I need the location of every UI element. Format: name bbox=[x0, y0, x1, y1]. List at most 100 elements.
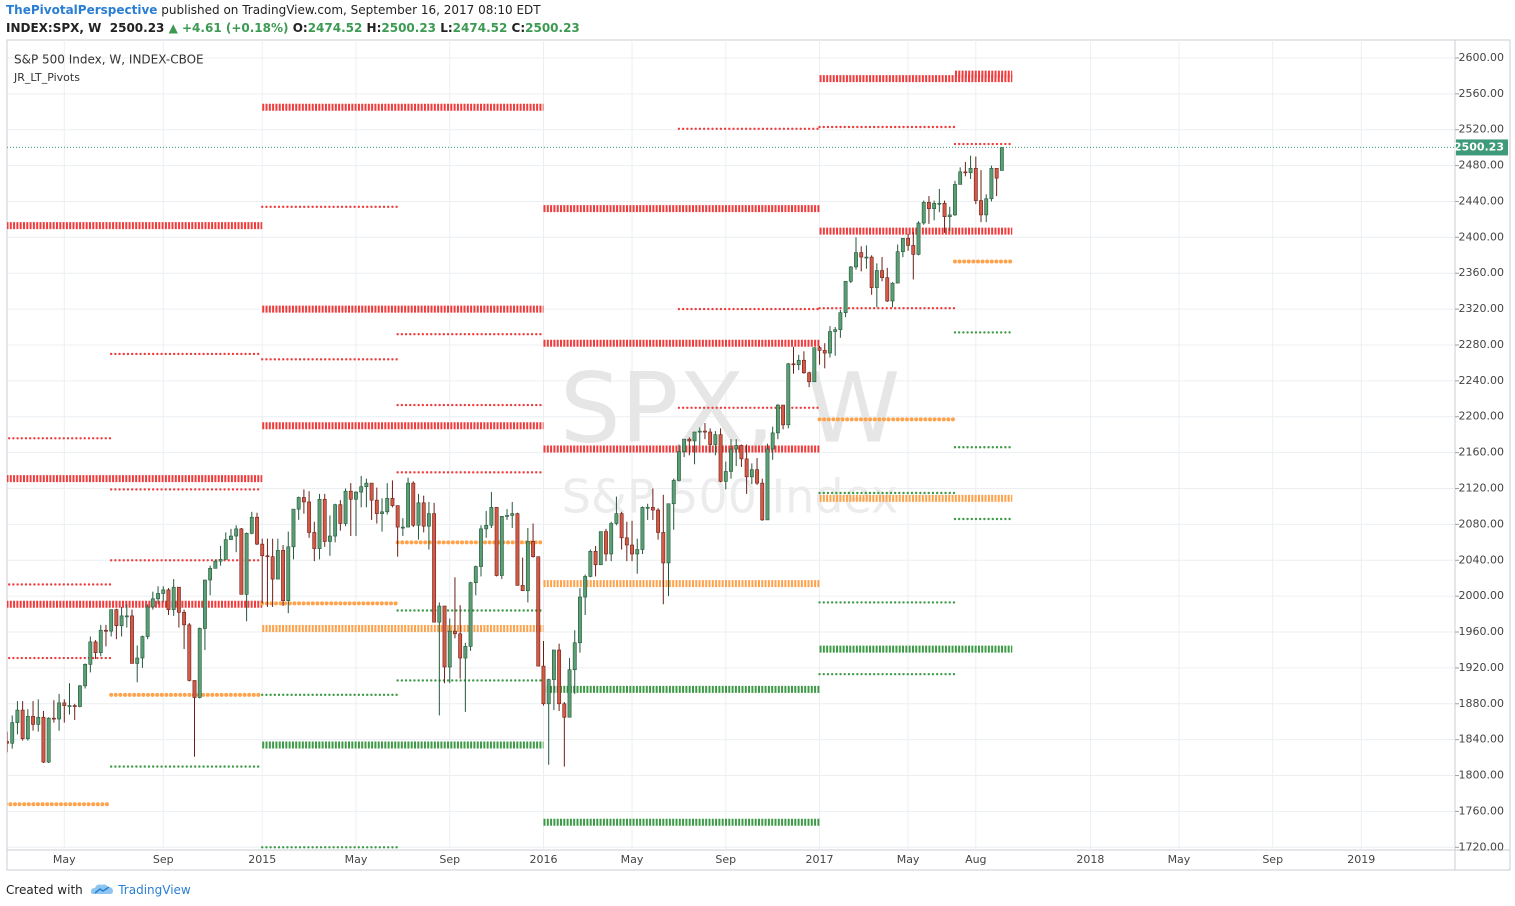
candle-body bbox=[51, 717, 56, 720]
tradingview-link[interactable]: TradingView bbox=[118, 883, 191, 897]
x-tick-label: 2018 bbox=[1076, 853, 1104, 866]
candle-body bbox=[432, 513, 437, 623]
y-tick-label: 2160.00 bbox=[1459, 446, 1505, 459]
candle-body bbox=[328, 535, 332, 542]
x-tick-label: 2015 bbox=[248, 853, 276, 866]
candle-body bbox=[400, 526, 405, 529]
candle-body bbox=[536, 556, 541, 667]
candle-body bbox=[161, 589, 166, 594]
candle-body bbox=[98, 629, 103, 653]
candle-body bbox=[7, 741, 9, 744]
candle-body bbox=[25, 716, 30, 740]
candle-body bbox=[83, 664, 88, 687]
candle-body bbox=[744, 458, 749, 478]
candle-body bbox=[932, 202, 937, 209]
candle-body bbox=[395, 505, 400, 528]
x-tick-label: Sep bbox=[1262, 853, 1283, 866]
candle-body bbox=[796, 359, 801, 366]
candle-body bbox=[885, 277, 890, 302]
candle-body bbox=[895, 251, 900, 284]
y-tick-label: 2200.00 bbox=[1459, 410, 1505, 423]
candle-body bbox=[124, 615, 129, 618]
candle-body bbox=[468, 582, 473, 647]
candle-body bbox=[135, 657, 140, 664]
candle-body bbox=[255, 516, 259, 545]
candle-body bbox=[484, 524, 489, 530]
candle-body bbox=[203, 579, 207, 629]
candle-body bbox=[192, 680, 197, 698]
candle-body bbox=[833, 329, 838, 332]
candle-body bbox=[93, 641, 98, 653]
candle-body bbox=[244, 533, 249, 595]
candle-body bbox=[718, 434, 723, 482]
y-tick-label: 2560.00 bbox=[1459, 87, 1505, 100]
candle-body bbox=[760, 482, 765, 521]
candle-body bbox=[593, 550, 598, 566]
ohlc-values: O:2474.52 H:2500.23 L:2474.52 C:2500.23 bbox=[293, 21, 584, 35]
candle-body bbox=[46, 717, 51, 763]
candle-body bbox=[364, 482, 369, 488]
candle-body bbox=[890, 282, 895, 302]
candle-body bbox=[900, 237, 905, 252]
candle-body bbox=[953, 184, 957, 216]
ohlc-label: H: bbox=[366, 21, 382, 35]
candle-body bbox=[317, 498, 322, 549]
candle-body bbox=[416, 502, 421, 526]
candle-body bbox=[171, 586, 176, 610]
candle-body bbox=[88, 641, 93, 665]
ohlc-value: 2474.52 bbox=[307, 21, 363, 35]
candle-body bbox=[723, 471, 728, 482]
plot-area bbox=[7, 70, 1455, 849]
frame bbox=[6, 39, 1511, 871]
candle-body bbox=[963, 171, 968, 174]
candle-body bbox=[104, 629, 108, 632]
last-price-label: 2500.23 bbox=[1454, 140, 1504, 153]
candle-body bbox=[546, 679, 551, 705]
candle-body bbox=[494, 507, 499, 576]
y-tick-label: 2080.00 bbox=[1459, 517, 1505, 530]
candle-body bbox=[234, 528, 239, 537]
y-tick-label: 1880.00 bbox=[1459, 697, 1505, 710]
publish-line: ThePivotalPerspective published on Tradi… bbox=[6, 3, 541, 17]
ohlc-label: C: bbox=[511, 21, 526, 35]
candle-body bbox=[520, 585, 525, 592]
candle-body bbox=[359, 486, 364, 493]
candle-body bbox=[734, 445, 739, 450]
ohlc-value: 2500.23 bbox=[525, 21, 580, 35]
candle-body bbox=[62, 702, 67, 706]
quote-line: INDEX:SPX, W 2500.23 ▲ +4.61 (+0.18%) O:… bbox=[6, 21, 584, 35]
candle-body bbox=[869, 256, 874, 288]
candle-body bbox=[973, 167, 978, 201]
ohlc-label: L: bbox=[440, 21, 453, 35]
candle-body bbox=[947, 214, 952, 218]
candle-body bbox=[859, 252, 864, 258]
indicator-name: JR_LT_Pivots bbox=[13, 71, 80, 84]
y-tick-label: 2520.00 bbox=[1459, 123, 1505, 136]
candle-body bbox=[176, 586, 181, 613]
candle-body bbox=[218, 559, 223, 562]
author[interactable]: ThePivotalPerspective bbox=[6, 3, 158, 17]
y-tick-label: 2360.00 bbox=[1459, 266, 1505, 279]
candle-body bbox=[72, 705, 77, 707]
candle-body bbox=[854, 252, 858, 268]
candle-body bbox=[968, 167, 973, 174]
candle-body bbox=[322, 498, 327, 542]
candle-body bbox=[812, 347, 817, 383]
candle-body bbox=[296, 497, 301, 510]
candle-body bbox=[562, 703, 567, 718]
candle-body bbox=[150, 598, 155, 608]
candle-body bbox=[614, 513, 619, 524]
candle-body bbox=[624, 537, 629, 546]
candle-body bbox=[307, 501, 312, 533]
candle-body bbox=[755, 469, 759, 484]
candle-body bbox=[338, 504, 343, 524]
y-tick-label: 2040.00 bbox=[1459, 553, 1505, 566]
candle-body bbox=[656, 509, 660, 533]
y-tick-label: 2480.00 bbox=[1459, 159, 1505, 172]
candle-body bbox=[703, 430, 707, 433]
candle-body bbox=[213, 560, 218, 569]
candle-body bbox=[765, 448, 770, 521]
candle-body bbox=[661, 532, 666, 564]
y-tick-label: 2120.00 bbox=[1459, 482, 1505, 495]
